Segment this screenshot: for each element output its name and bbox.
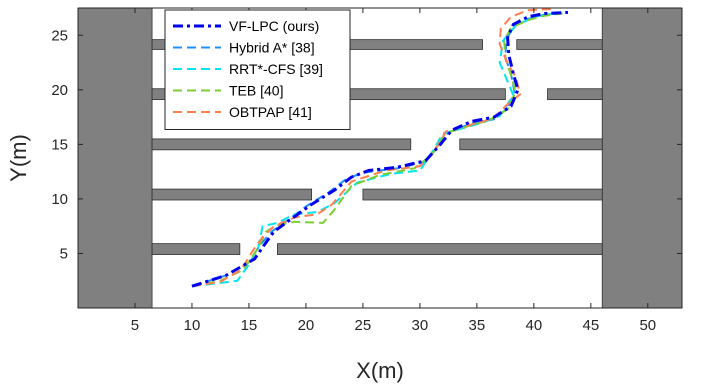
axes: 5 10 15 20 25 30 35 40 45 50 5 10 15 20 25 <box>51 7 683 334</box>
series-line-1 <box>191 12 563 288</box>
series-line-0 <box>191 10 569 288</box>
x-tick-label: 5 <box>131 317 139 334</box>
legend: VF-LPC (ours) Hybrid A* [38] RRT*-CFS [39]… <box>164 9 351 130</box>
y-axis-label: Y(m) <box>6 134 31 182</box>
obstacle-6 <box>151 138 412 151</box>
x-tick-label: 45 <box>582 317 599 334</box>
legend-label: Hybrid A* [38] <box>229 40 315 56</box>
series-line-4 <box>191 8 551 288</box>
x-tick-label: 50 <box>639 317 656 334</box>
obstacle-0 <box>77 7 153 309</box>
y-tick-label: 15 <box>51 136 68 153</box>
x-tick-label: 35 <box>469 317 486 334</box>
obstacle-11 <box>277 243 603 255</box>
path-layer <box>191 8 569 288</box>
legend-label: RRT*-CFS [39] <box>229 61 323 77</box>
legend-label: VF-LPC (ours) <box>229 18 319 34</box>
series-line-2 <box>191 11 563 288</box>
x-tick-label: 15 <box>241 317 258 334</box>
obstacle-8 <box>151 188 313 201</box>
obstacle-layer <box>77 7 683 309</box>
y-tick-label: 5 <box>60 245 68 262</box>
x-tick-label: 30 <box>412 317 429 334</box>
x-tick-label: 10 <box>184 317 201 334</box>
obstacle-9 <box>362 188 603 201</box>
obstacle-10 <box>151 243 241 255</box>
x-tick-label: 40 <box>526 317 543 334</box>
y-tick-label: 10 <box>51 191 68 208</box>
obstacle-1 <box>601 7 683 309</box>
x-axis-label: X(m) <box>356 358 404 383</box>
legend-label: TEB [40] <box>229 83 283 99</box>
x-tick-label: 20 <box>298 317 315 334</box>
obstacle-5 <box>547 88 603 101</box>
obstacle-7 <box>459 138 603 151</box>
obstacle-3 <box>516 39 603 50</box>
y-tick-label: 25 <box>51 27 68 44</box>
x-tick-label: 25 <box>355 317 372 334</box>
y-tick-label: 20 <box>51 82 68 99</box>
series-line-3 <box>191 12 563 288</box>
legend-label: OBTPAP [41] <box>229 104 312 120</box>
